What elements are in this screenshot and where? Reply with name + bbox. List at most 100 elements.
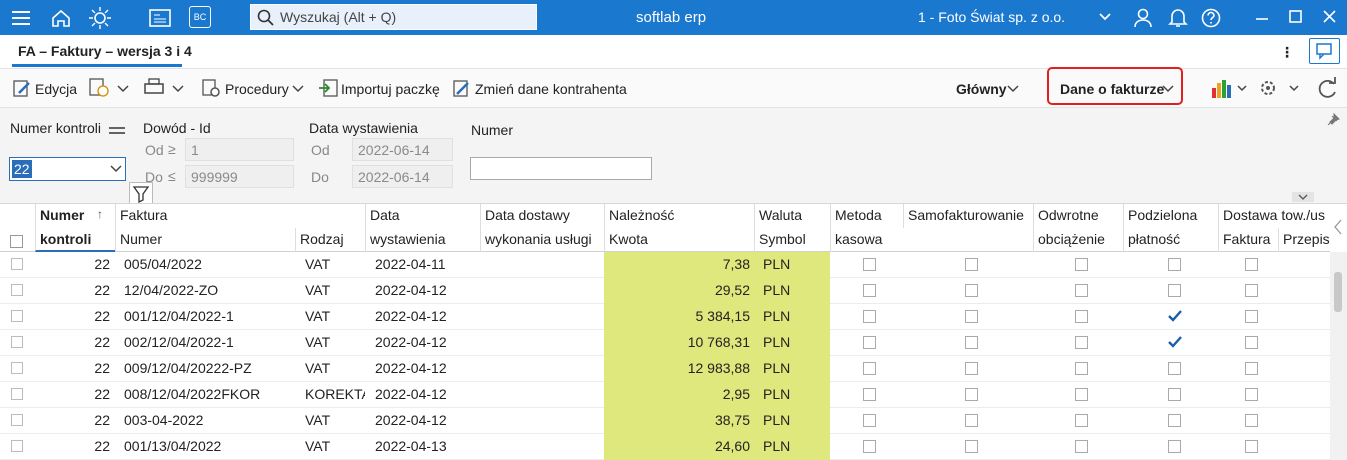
chart-button[interactable]	[1210, 76, 1250, 100]
cell-checkbox[interactable]	[1245, 258, 1258, 271]
column-header[interactable]: Faktura	[115, 204, 365, 228]
invoice-number[interactable]: 009/12/04/20222-PZ	[124, 360, 252, 376]
cell-checkbox[interactable]	[1168, 336, 1182, 349]
operator-equals[interactable]	[108, 124, 126, 136]
edit-button[interactable]: Edycja	[35, 81, 78, 97]
home-icon[interactable]	[50, 7, 72, 29]
more-menu[interactable]: ⋮	[1280, 44, 1294, 60]
news-icon[interactable]	[148, 8, 172, 28]
cell-checkbox[interactable]	[1075, 440, 1088, 453]
column-header[interactable]: wystawienia	[365, 228, 480, 252]
cell-checkbox[interactable]	[863, 362, 876, 375]
cell-checkbox[interactable]	[1168, 258, 1181, 271]
view-invoice-chevron[interactable]	[1162, 84, 1174, 94]
row-checkbox[interactable]	[11, 258, 23, 270]
view-main[interactable]: Główny	[956, 81, 1007, 97]
column-header[interactable]: obciążenie	[1033, 228, 1123, 252]
scrollbar-thumb[interactable]	[1334, 272, 1342, 312]
cell-checkbox[interactable]	[1075, 336, 1088, 349]
invoice-number[interactable]: 008/12/04/2022FKOR	[124, 386, 261, 402]
invoice-number[interactable]: 001/13/04/2022	[124, 438, 222, 454]
cell-checkbox[interactable]	[863, 414, 876, 427]
cell-checkbox[interactable]	[1168, 284, 1181, 297]
cell-checkbox[interactable]	[1168, 440, 1181, 453]
bc-icon[interactable]: BC	[189, 6, 211, 28]
view-invoice[interactable]: Dane o fakturze	[1060, 81, 1165, 97]
user-icon[interactable]	[1133, 7, 1153, 29]
column-header[interactable]: Faktura	[1218, 228, 1278, 252]
cell-checkbox[interactable]	[1245, 336, 1258, 349]
column-header[interactable]: Waluta	[754, 204, 830, 228]
column-header[interactable]: Data	[365, 204, 480, 228]
help-icon[interactable]	[1200, 7, 1222, 29]
cell-checkbox[interactable]	[1075, 310, 1088, 323]
cell-checkbox[interactable]	[965, 258, 978, 271]
cell-checkbox[interactable]	[863, 336, 876, 349]
import-icon[interactable]	[318, 78, 340, 98]
row-checkbox[interactable]	[11, 362, 23, 374]
cell-checkbox[interactable]	[1245, 284, 1258, 297]
cell-checkbox[interactable]	[965, 388, 978, 401]
cell-checkbox[interactable]	[965, 310, 978, 323]
search-box[interactable]	[250, 4, 537, 30]
cell-checkbox[interactable]	[863, 310, 876, 323]
column-header[interactable]: Podzielona	[1123, 204, 1218, 228]
view-main-chevron[interactable]	[1007, 84, 1019, 94]
cell-checkbox[interactable]	[1075, 414, 1088, 427]
cell-checkbox[interactable]	[1075, 362, 1088, 375]
collapse-button[interactable]	[1292, 192, 1314, 202]
cell-checkbox[interactable]	[965, 336, 978, 349]
window-controls[interactable]	[1254, 8, 1338, 26]
column-header[interactable]: Kwota	[604, 228, 754, 252]
row-checkbox[interactable]	[11, 310, 23, 322]
cell-checkbox[interactable]	[863, 440, 876, 453]
company-chevron[interactable]	[1098, 11, 1112, 23]
company-selector[interactable]: 1 - Foto Świat sp. z o.o.	[918, 9, 1066, 25]
cell-checkbox[interactable]	[965, 362, 978, 375]
invoice-number[interactable]: 005/04/2022	[124, 256, 202, 272]
menu-icon[interactable]	[10, 8, 32, 28]
column-header[interactable]: kasowa	[830, 228, 903, 252]
cell-checkbox[interactable]	[1245, 388, 1258, 401]
pin-icon[interactable]	[1327, 112, 1341, 126]
cell-checkbox[interactable]	[1168, 362, 1181, 375]
column-header[interactable]: Należność	[604, 204, 754, 228]
settings-button[interactable]	[1258, 76, 1302, 100]
procedures-chevron[interactable]	[292, 84, 304, 94]
cell-checkbox[interactable]	[863, 388, 876, 401]
row-checkbox[interactable]	[11, 388, 23, 400]
row-checkbox[interactable]	[11, 336, 23, 348]
cell-checkbox[interactable]	[965, 414, 978, 427]
column-header[interactable]: Data dostawy	[480, 204, 604, 228]
control-chevron[interactable]	[110, 164, 122, 174]
change-contractor-icon[interactable]	[452, 78, 472, 98]
filter-button[interactable]	[129, 182, 153, 205]
cell-checkbox[interactable]	[1245, 310, 1258, 323]
cell-checkbox[interactable]	[1075, 388, 1088, 401]
column-header[interactable]: Odwrotne	[1033, 204, 1123, 228]
scroll-right-arrow[interactable]	[1332, 218, 1344, 236]
cell-checkbox[interactable]	[1245, 414, 1258, 427]
row-checkbox[interactable]	[11, 284, 23, 296]
select-all-checkbox[interactable]	[10, 235, 23, 248]
change-contractor-button[interactable]: Zmień dane kontrahenta	[475, 81, 627, 97]
cell-checkbox[interactable]	[1245, 440, 1258, 453]
cell-checkbox[interactable]	[965, 284, 978, 297]
light-icon[interactable]	[88, 6, 112, 30]
cell-checkbox[interactable]	[863, 284, 876, 297]
import-button[interactable]: Importuj paczkę	[341, 81, 440, 97]
cell-checkbox[interactable]	[1168, 310, 1182, 323]
refresh-button[interactable]	[1314, 76, 1340, 102]
cell-checkbox[interactable]	[1075, 258, 1088, 271]
info-button[interactable]	[88, 77, 132, 99]
cell-checkbox[interactable]	[863, 258, 876, 271]
column-header[interactable]: Metoda	[830, 204, 903, 228]
column-header[interactable]: Symbol	[754, 228, 830, 252]
procedures-icon[interactable]	[201, 78, 221, 98]
column-header[interactable]: wykonania usługi	[480, 228, 604, 252]
row-checkbox[interactable]	[11, 414, 23, 426]
cell-checkbox[interactable]	[1168, 388, 1181, 401]
column-header[interactable]: Numer	[115, 228, 295, 252]
column-header[interactable]: Numer	[35, 204, 115, 228]
procedures-button[interactable]: Procedury	[225, 81, 289, 97]
